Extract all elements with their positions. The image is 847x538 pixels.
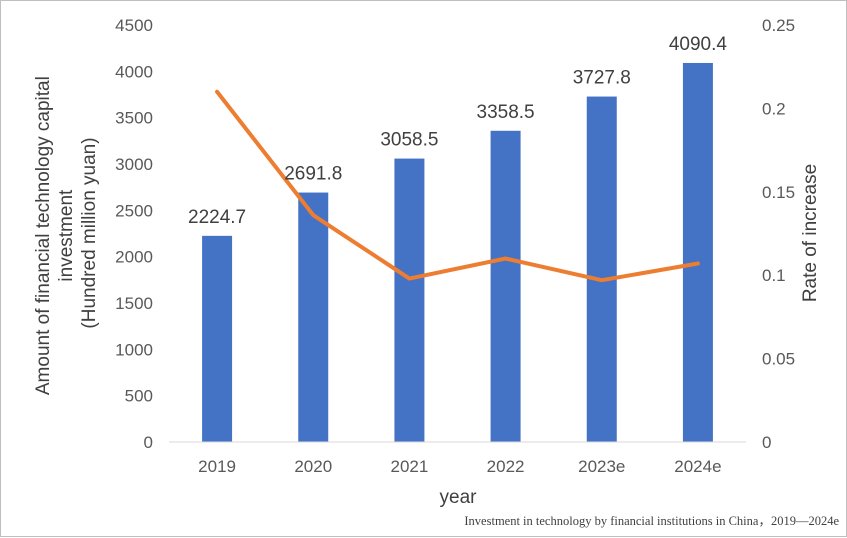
x-tick-label: 2021 bbox=[391, 457, 429, 476]
x-tick-label: 2020 bbox=[294, 457, 332, 476]
y-tick-label: 4500 bbox=[115, 16, 153, 35]
y2-tick-label: 0.1 bbox=[762, 266, 786, 285]
y2-axis-title: Rate of increase bbox=[800, 164, 821, 302]
data-label-2022: 3358.5 bbox=[477, 102, 535, 123]
y2-tick-label: 0.05 bbox=[762, 350, 795, 369]
x-tick-label: 2019 bbox=[198, 457, 236, 476]
x-tick-label: 2023e bbox=[578, 457, 625, 476]
y-tick-label: 500 bbox=[125, 387, 153, 406]
x-tick-label: 2024e bbox=[674, 457, 721, 476]
bar-2021 bbox=[394, 158, 425, 443]
x-axis-ticks: 2019 2020 2021 2022 2023e 2024e bbox=[198, 457, 721, 476]
y2-tick-label: 0.15 bbox=[762, 183, 795, 202]
y-tick-label: 3000 bbox=[115, 155, 153, 174]
x-axis-title: year bbox=[440, 487, 478, 508]
data-labels: 2224.7 2691.8 3058.5 3358.5 3727.8 4090.4 bbox=[188, 34, 727, 228]
y2-tick-label: 0.2 bbox=[762, 99, 786, 118]
growth-rate-line bbox=[215, 89, 700, 283]
data-label-2019: 2224.7 bbox=[188, 207, 246, 228]
bar-2024e bbox=[682, 62, 713, 442]
y-tick-label: 3500 bbox=[115, 109, 153, 128]
y2-tick-label: 0.25 bbox=[762, 16, 795, 35]
bar-2020 bbox=[298, 192, 329, 442]
left-axis-ticks: 0 500 1000 1500 2000 2500 3000 3500 4000 4500 bbox=[115, 16, 153, 452]
bar-2023e bbox=[586, 96, 617, 443]
data-label-2021: 3058.5 bbox=[380, 130, 438, 151]
y-axis-title-line-3: (Hundred million yuan) bbox=[79, 137, 100, 328]
y-tick-label: 1500 bbox=[115, 294, 153, 313]
data-label-2020: 2691.8 bbox=[284, 164, 342, 185]
chart-caption: Investment in technology by financial in… bbox=[464, 514, 839, 528]
data-label-2023e: 3727.8 bbox=[573, 68, 631, 89]
y-axis-title-line-1: Amount of financial technology capital bbox=[33, 76, 54, 395]
bar-series bbox=[202, 62, 713, 443]
data-label-2024e: 4090.4 bbox=[669, 34, 728, 55]
y-tick-label: 2500 bbox=[115, 201, 153, 220]
y-tick-label: 1000 bbox=[115, 340, 153, 359]
y-tick-label: 4000 bbox=[115, 62, 153, 81]
y-axis-title: Amount of financial technology capital i… bbox=[33, 71, 100, 395]
y-tick-label: 2000 bbox=[115, 248, 153, 267]
bar-2019 bbox=[202, 235, 233, 442]
y-tick-label: 0 bbox=[144, 433, 153, 452]
bar-2022 bbox=[490, 130, 521, 443]
right-axis-ticks: 0 0.05 0.1 0.15 0.2 0.25 bbox=[762, 16, 795, 452]
y-axis-title-line-2: investment bbox=[56, 189, 77, 282]
y2-tick-label: 0 bbox=[762, 433, 771, 452]
x-tick-label: 2022 bbox=[487, 457, 525, 476]
line-series bbox=[215, 89, 700, 283]
